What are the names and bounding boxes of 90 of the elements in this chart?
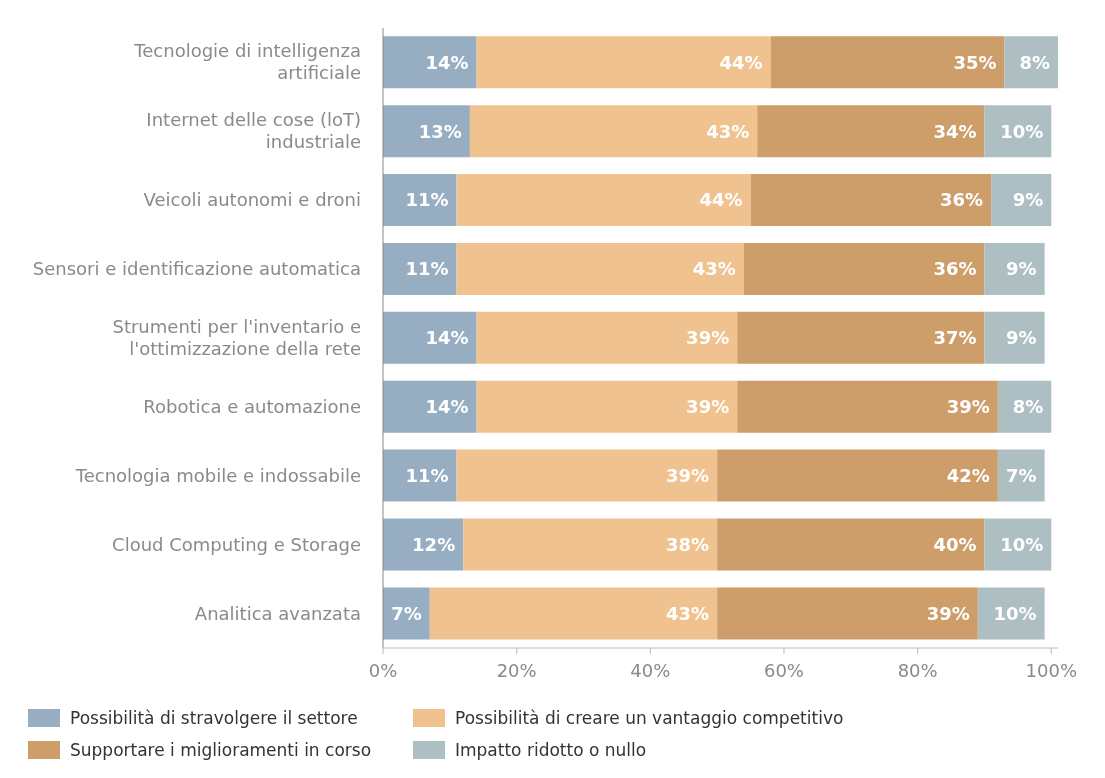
bar — [1004, 36, 1058, 89]
data-label: 34% — [933, 120, 977, 142]
data-label: 14% — [425, 396, 469, 418]
data-label: 36% — [933, 258, 977, 280]
bar — [750, 174, 992, 227]
bar — [383, 449, 457, 502]
data-label: 11% — [405, 464, 449, 486]
data-label: 40% — [933, 533, 977, 555]
bar — [717, 587, 978, 640]
data-label: 9% — [1012, 189, 1044, 211]
y-tick-label: Analitica avanzata — [194, 602, 361, 624]
bar — [469, 105, 758, 158]
legend-label: Possibilità di creare un vantaggio competitivo — [455, 708, 844, 728]
y-tick-label: Cloud Computing e Storage — [112, 533, 361, 555]
data-label: 35% — [953, 51, 997, 73]
bar — [456, 242, 744, 295]
y-tick-label: Tecnologia mobile e indossabile — [74, 464, 361, 486]
bar — [383, 174, 457, 227]
bar — [383, 380, 477, 433]
bar — [984, 518, 1052, 571]
legend-label: Possibilità di stravolgere il settore — [70, 708, 358, 728]
bar — [429, 587, 718, 640]
bar — [383, 518, 464, 571]
data-label: 43% — [666, 602, 710, 624]
bar — [997, 380, 1052, 433]
bar — [383, 242, 457, 295]
data-label: 9% — [1006, 327, 1037, 349]
data-label: 37% — [933, 327, 977, 349]
bar — [737, 380, 998, 433]
bar — [757, 105, 985, 158]
bar — [984, 311, 1045, 364]
bar — [743, 242, 985, 295]
data-label: 14% — [425, 327, 469, 349]
data-label: 39% — [686, 396, 730, 418]
bar — [383, 105, 470, 158]
data-label: 9% — [1006, 258, 1037, 280]
data-label: 11% — [405, 258, 449, 280]
data-label: 8% — [1019, 51, 1050, 73]
x-tick-label: 40% — [630, 659, 671, 681]
bar — [984, 242, 1045, 295]
bar — [717, 518, 985, 571]
bar — [991, 174, 1052, 227]
bar — [476, 311, 738, 364]
bar — [997, 449, 1045, 502]
y-tick-label: Sensori e identificazione automatica — [32, 258, 361, 280]
bar — [463, 518, 718, 571]
bar — [456, 449, 718, 502]
legend-label: Supportare i miglioramenti in corso — [70, 740, 372, 760]
data-label: 14% — [425, 51, 469, 73]
bar — [476, 36, 771, 89]
data-label: 13% — [418, 120, 462, 142]
data-label: 7% — [1006, 464, 1037, 486]
bar — [770, 36, 1005, 89]
x-tick-label: 80% — [897, 659, 938, 681]
y-tick-label: Internet delle cose (loT) industriale — [146, 109, 361, 153]
bar — [717, 449, 998, 502]
data-label: 7% — [391, 602, 422, 624]
data-label: 10% — [1000, 120, 1044, 142]
data-label: 44% — [699, 189, 743, 211]
bar — [383, 311, 477, 364]
x-tick-label: 100% — [1025, 659, 1078, 681]
y-tick-label: Tecnologie di intelligenza artificiale — [133, 40, 361, 84]
bar — [977, 587, 1045, 640]
data-label: 42% — [946, 464, 990, 486]
bar — [476, 380, 738, 433]
bar — [737, 311, 985, 364]
data-label: 36% — [940, 189, 984, 211]
bar — [383, 36, 477, 89]
x-tick-label: 60% — [763, 659, 804, 681]
x-tick-label: 20% — [496, 659, 537, 681]
data-label: 10% — [993, 602, 1037, 624]
data-label: 11% — [405, 189, 449, 211]
y-tick-label: Robotica e automazione — [143, 395, 361, 417]
bar — [456, 174, 751, 227]
data-label: 39% — [686, 327, 730, 349]
data-label: 43% — [706, 120, 750, 142]
data-label: 38% — [666, 533, 710, 555]
legend-label: Impatto ridotto o nullo — [455, 740, 647, 760]
data-label: 39% — [926, 602, 970, 624]
y-tick-label: Veicoli autonomi e droni — [143, 189, 361, 211]
y-tick-label: Strumenti per l'inventario e l'ottimizzazione della rete — [112, 316, 361, 359]
data-label: 43% — [692, 258, 736, 280]
bar — [984, 105, 1052, 158]
x-tick-label: 0% — [368, 659, 398, 681]
data-label: 8% — [1012, 396, 1044, 418]
data-label: 10% — [1000, 533, 1044, 555]
data-label: 12% — [412, 533, 456, 555]
data-label: 44% — [719, 51, 763, 73]
data-label: 39% — [946, 396, 990, 418]
data-label: 39% — [666, 464, 710, 486]
